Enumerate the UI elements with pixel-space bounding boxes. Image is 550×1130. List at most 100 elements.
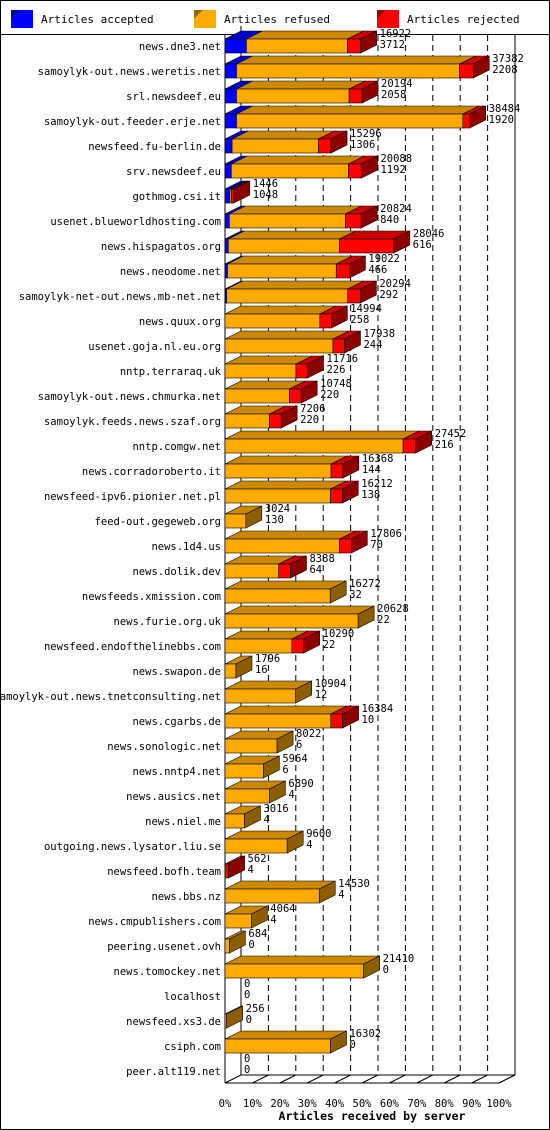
bar-side: [228, 855, 245, 879]
bar-segment-rejected: [330, 463, 344, 479]
bar-side: [330, 1030, 347, 1054]
value-label-total: 11716: [326, 353, 358, 365]
category-label: srl.newsdeef.eu: [126, 91, 221, 103]
value-label-rejected: 244: [363, 339, 382, 351]
bar-segment-top: [236, 80, 366, 90]
legend: Articles accepted Articles refused Artic…: [1, 1, 549, 35]
x-axis-title: Articles received by server: [279, 1109, 466, 1123]
value-label-total: 20824: [380, 203, 412, 215]
bar-segment-refused: [236, 88, 350, 104]
bar-segment-refused: [224, 938, 230, 954]
bar-side: [251, 905, 268, 929]
bar-side: [233, 180, 251, 204]
tick-label: 70%: [407, 1098, 427, 1110]
bar-segment-refused: [224, 313, 321, 329]
bar-segment-refused: [224, 763, 264, 779]
bar-segment-rejected: [347, 38, 361, 54]
bar-segment-refused: [224, 438, 404, 454]
value-label-total: 1796: [255, 653, 280, 665]
tick-mark: [416, 1074, 434, 1084]
tick-mark: [498, 1074, 516, 1084]
bar-segment-top: [224, 880, 336, 890]
category-label: news.corradoroberto.it: [82, 466, 221, 478]
bar-segment-top: [224, 330, 350, 340]
bar-segment-refused: [224, 888, 320, 904]
bar-segment-refused: [224, 563, 280, 579]
tick-label: 0%: [219, 1098, 232, 1110]
legend-label-refused: Articles refused: [224, 12, 330, 26]
bar-side: [303, 630, 320, 654]
value-label-total: 37382: [492, 53, 524, 65]
value-label-total: 8388: [309, 553, 334, 565]
value-label-total: 0: [244, 1053, 250, 1065]
bar-side: [360, 30, 377, 54]
value-label-rejected: 292: [379, 289, 398, 301]
category-label: samoylyk-out.news.chmurka.net: [38, 391, 221, 403]
category-label: gothmog.csi.it: [132, 191, 221, 203]
bar-side: [263, 755, 280, 779]
bar-segment-top: [224, 705, 347, 715]
bar-side: [245, 505, 263, 529]
value-label-rejected: 0: [244, 989, 250, 1001]
value-label-rejected: 3712: [380, 39, 405, 51]
value-label-rejected: 22: [323, 639, 336, 651]
bar-side: [361, 80, 379, 104]
legend-swatch-refused: [194, 10, 216, 28]
value-label-rejected: 220: [300, 414, 319, 426]
category-label: outgoing.news.lysator.liu.se: [44, 841, 221, 853]
value-label-total: 14994: [350, 303, 382, 315]
value-label-total: 9600: [306, 828, 331, 840]
bar-side: [351, 530, 368, 554]
tick-label: 90%: [462, 1098, 482, 1110]
bar-side: [318, 880, 336, 904]
bar-side: [342, 705, 359, 729]
value-label-rejected: 22: [377, 614, 390, 626]
value-label-rejected: 4: [263, 814, 269, 826]
category-label: srv.newsdeef.eu: [126, 166, 221, 178]
tick-label: 10%: [243, 1098, 263, 1110]
value-label-total: 16272: [349, 578, 381, 590]
bar-segment-rejected: [330, 713, 343, 729]
value-label-total: 20088: [380, 153, 412, 165]
bar-segment-rejected: [339, 538, 352, 554]
value-label-rejected: 64: [309, 564, 322, 576]
category-label: news.nntp4.net: [132, 766, 221, 778]
bar-segment-refused: [236, 63, 460, 79]
bar-side: [341, 480, 359, 504]
bar-segment-accepted: [224, 238, 229, 254]
value-label-rejected: 616: [413, 239, 432, 251]
category-label: news.tomockey.net: [114, 966, 221, 978]
bar-segment-refused: [224, 813, 245, 829]
category-label: newsfeed.xs3.de: [126, 1016, 221, 1028]
tick-mark: [334, 1074, 351, 1084]
bar-segment-refused: [224, 738, 278, 754]
bar-segment-rejected: [347, 163, 362, 179]
category-label: csiph.com: [164, 1041, 221, 1053]
bar-side: [349, 255, 366, 279]
bar-segment-accepted: [224, 213, 230, 229]
bar-side: [360, 280, 377, 304]
category-label: nntp.comgw.net: [132, 441, 221, 453]
value-label-rejected: 226: [326, 364, 345, 376]
tick-label: 50%: [353, 1098, 373, 1110]
bar-segment-rejected: [269, 413, 282, 429]
category-label: samoylyk-out.news.tnetconsulting.net: [1, 691, 221, 703]
category-label: newsfeed-ipv6.pionier.net.pl: [44, 491, 221, 503]
category-label: usenet.blueworldhosting.com: [50, 216, 221, 228]
tick-mark: [389, 1074, 406, 1084]
bar-segment-rejected: [278, 563, 291, 579]
value-label-rejected: 32: [349, 589, 362, 601]
bar-side: [363, 955, 380, 979]
bar-segment-rejected: [459, 63, 474, 79]
bar-segment-rejected: [330, 488, 343, 504]
value-label-total: 0: [244, 978, 250, 990]
value-label-total: 19022: [368, 253, 400, 265]
category-label: usenet.goja.nl.eu.org: [88, 341, 221, 353]
value-label-total: 20294: [379, 278, 411, 290]
bar-segment-refused: [224, 363, 297, 379]
category-label: samoylyk.feeds.news.szaf.org: [44, 416, 221, 428]
value-label-rejected: 4: [248, 864, 254, 876]
value-label-total: 38484: [489, 103, 521, 115]
bar-segment-top: [231, 155, 365, 165]
